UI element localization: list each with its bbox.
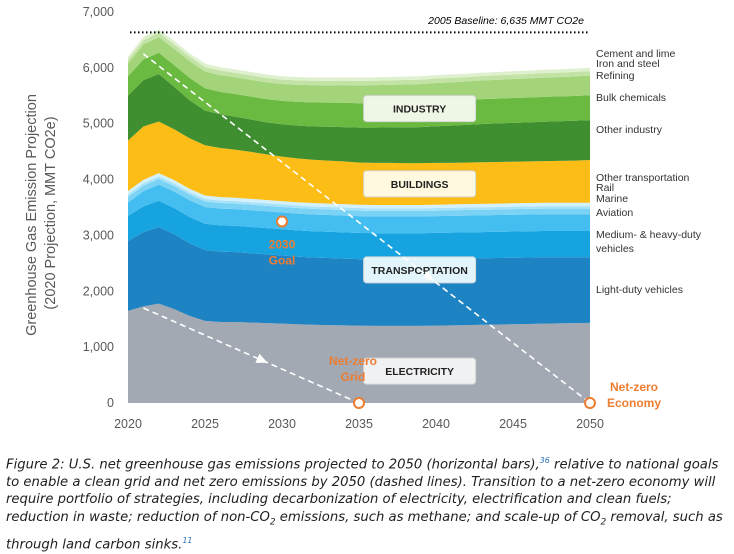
x-tick-label: 2040 — [422, 417, 450, 431]
caption-text-3: emissions, such as methane; and scale-up… — [275, 509, 601, 525]
sector-label-electricity: ELECTRICITY — [363, 357, 477, 385]
series-label: Marine — [596, 193, 628, 205]
goal-arrow — [422, 270, 434, 282]
y-tick-label: 2,000 — [83, 284, 114, 298]
y-tick-label: 1,000 — [83, 340, 114, 354]
caption-sub-2: 2 — [600, 517, 607, 528]
goal-point — [353, 397, 365, 409]
baseline-label: 2005 Baseline: 6,635 MMT CO2e — [427, 15, 584, 27]
caption-text-1: Figure 2: U.S. net greenhouse gas emissi… — [6, 457, 540, 473]
y-axis-label: Greenhouse Gas Emission Projection (2020… — [24, 90, 59, 336]
x-tick-label: 2025 — [191, 417, 219, 431]
x-tick-label: 2035 — [345, 417, 373, 431]
series-label: Rail — [596, 182, 614, 194]
area-medium-heavy-duty-vehicles — [128, 200, 590, 260]
y-tick-label: 7,000 — [83, 5, 114, 19]
goal-point-label: Net-zero Grid — [329, 354, 377, 384]
x-tick-label: 2045 — [499, 417, 527, 431]
x-tick-label: 2020 — [114, 417, 142, 431]
area-rail — [128, 176, 590, 211]
area-other-transportation — [128, 173, 590, 209]
series-label: Aviation — [596, 207, 633, 219]
sector-label-buildings: BUILDINGS — [363, 170, 477, 198]
caption-text-4: removal, such as through land carbon sin… — [6, 509, 723, 553]
sector-label-box — [363, 95, 477, 123]
goal-point-label: 2030 Goal — [269, 237, 296, 267]
x-tick-label: 2030 — [268, 417, 296, 431]
series-labels: Light-duty vehicles Medium- & heavy-duty v… — [596, 48, 702, 296]
caption-sub-1: 2 — [269, 517, 276, 528]
caption-ref-1[interactable]: 36 — [539, 456, 550, 465]
stacked-areas — [128, 29, 590, 403]
area-aviation — [128, 184, 590, 234]
y-tick-label: 4,000 — [83, 173, 114, 187]
caption-ref-2[interactable]: 11 — [182, 536, 193, 546]
series-label: Other industry — [596, 124, 663, 136]
series-label: Medium- & heavy-duty vehicles — [596, 229, 702, 255]
series-label: Cement and lime — [596, 48, 676, 60]
caption-text-2: relative to national goals to enable a c… — [6, 457, 719, 525]
series-label: Other transportation — [596, 172, 690, 184]
area-light-duty-vehicles — [128, 227, 590, 326]
y-tick-label: 6,000 — [83, 61, 114, 75]
goal-point — [584, 397, 596, 409]
sector-label-text: TRANSPORTATION — [371, 265, 467, 277]
y-tick-label: 0 — [107, 396, 114, 410]
sector-label-text: BUILDINGS — [391, 179, 449, 191]
sector-label-box — [363, 357, 477, 385]
sector-label-industry: INDUSTRY — [363, 95, 477, 123]
series-label: Refining — [596, 70, 635, 82]
sector-label-text: ELECTRICITY — [385, 366, 454, 378]
series-label: Bulk chemicals — [596, 92, 666, 104]
y-tick-label: 3,000 — [83, 228, 114, 242]
y-axis-ticks: 0 1,000 2,000 3,000 4,000 5,000 6,000 7,000 — [83, 5, 114, 410]
goal-arrow — [255, 353, 268, 363]
goal-lines: 2030 Goal Net-zero Grid Net-zero Economy — [142, 53, 661, 410]
sector-label-box — [363, 170, 477, 198]
x-tick-label: 2050 — [576, 417, 604, 431]
goal-line — [142, 53, 591, 404]
series-label: Light-duty vehicles — [596, 284, 683, 296]
area-other-industry — [128, 74, 590, 164]
y-tick-label: 5,000 — [83, 117, 114, 131]
emissions-chart: 0 1,000 2,000 3,000 4,000 5,000 6,000 7,000 202… — [24, 5, 702, 431]
sector-label-text: INDUSTRY — [393, 104, 446, 116]
x-axis-ticks: 2020 2025 2030 2035 2040 2045 2050 — [114, 417, 604, 431]
y-axis-label-line-2: (2020 Projection, MMT CO2e) — [43, 116, 59, 309]
goal-point — [276, 215, 288, 228]
area-marine — [128, 179, 590, 217]
y-axis-label-line-1: Greenhouse Gas Emission Projection — [24, 94, 40, 336]
figure-caption: Figure 2: U.S. net greenhouse gas emissi… — [6, 452, 730, 554]
area-refining — [128, 37, 590, 104]
goal-point-label: Net-zero Economy — [607, 380, 661, 410]
series-label: Iron and steel — [596, 58, 660, 70]
